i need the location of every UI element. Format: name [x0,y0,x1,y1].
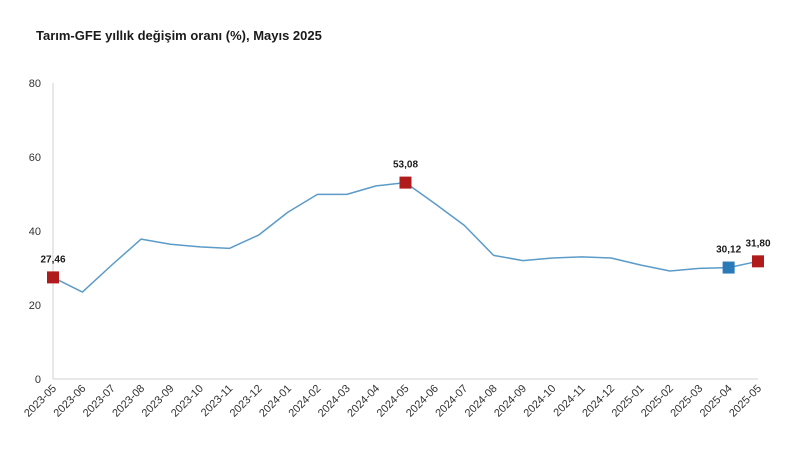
data-point-marker [722,261,735,274]
data-label: 27,46 [40,254,65,265]
data-point-marker [399,176,412,189]
x-tick-label: 2023-10 [169,383,206,420]
data-point-marker [752,255,764,268]
marker-layer [47,176,764,284]
x-tick-label: 2024-10 [521,383,558,420]
x-tick-label: 2025-05 [727,383,764,420]
x-tick-labels: 2023-052023-062023-072023-082023-092023-… [22,383,764,420]
y-tick-label: 20 [29,300,41,312]
series-layer [52,181,759,293]
y-tick-label: 0 [35,374,41,386]
data-label-layer: 27,46 53,08 30,12 31,80 [40,160,770,266]
y-tick-label: 60 [29,152,41,164]
axes [52,83,758,380]
data-label: 30,12 [716,245,741,256]
series-line [52,181,759,293]
data-label: 53,08 [393,160,418,171]
y-tick-labels: 0 20 40 60 80 [29,78,41,386]
data-label: 31,80 [745,238,770,249]
y-tick-label: 40 [29,226,41,238]
data-point-marker [47,271,59,284]
y-tick-label: 80 [29,78,41,90]
chart-title: Tarım-GFE yıllık değişim oranı (%), Mayı… [36,28,322,43]
